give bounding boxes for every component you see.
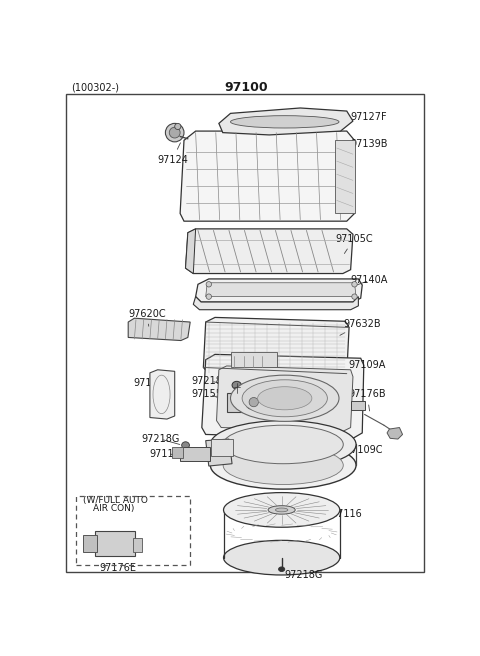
Bar	[227, 393, 269, 412]
Ellipse shape	[181, 441, 190, 449]
Text: 97632B: 97632B	[340, 319, 381, 335]
Polygon shape	[196, 279, 362, 302]
Ellipse shape	[166, 123, 184, 142]
Text: 97100: 97100	[224, 81, 268, 94]
Text: 97139B: 97139B	[340, 139, 388, 155]
Ellipse shape	[210, 441, 356, 489]
Text: 97176E: 97176E	[100, 563, 137, 573]
Bar	[83, 535, 97, 552]
Text: AIR CON): AIR CON)	[93, 504, 135, 513]
Text: (W/FULL AUTO: (W/FULL AUTO	[83, 496, 148, 505]
Polygon shape	[206, 439, 232, 466]
Text: 97218G: 97218G	[142, 434, 180, 445]
Ellipse shape	[230, 375, 339, 421]
Polygon shape	[204, 318, 349, 377]
Text: 97109A: 97109A	[343, 360, 385, 371]
Text: 97116: 97116	[324, 509, 362, 522]
Ellipse shape	[206, 294, 212, 299]
Text: 97127A: 97127A	[133, 378, 171, 394]
Text: 97176B: 97176B	[348, 390, 386, 411]
Ellipse shape	[276, 508, 288, 512]
Ellipse shape	[224, 541, 340, 575]
Ellipse shape	[268, 506, 295, 514]
Text: 97105C: 97105C	[335, 234, 373, 253]
Text: 97124: 97124	[157, 143, 188, 165]
Ellipse shape	[169, 127, 180, 138]
Text: 97109C: 97109C	[338, 445, 383, 455]
Text: 97155F: 97155F	[192, 390, 228, 401]
Bar	[265, 402, 275, 410]
Ellipse shape	[242, 380, 327, 417]
Ellipse shape	[175, 123, 181, 129]
Bar	[230, 352, 277, 367]
Polygon shape	[202, 354, 364, 438]
Ellipse shape	[223, 446, 343, 485]
Ellipse shape	[206, 281, 212, 287]
Ellipse shape	[224, 493, 340, 527]
Polygon shape	[180, 131, 355, 221]
Text: 97620C: 97620C	[128, 308, 166, 326]
Ellipse shape	[223, 425, 343, 464]
Text: (100302-): (100302-)	[72, 83, 120, 93]
Text: 97127F: 97127F	[338, 112, 387, 122]
Bar	[172, 447, 183, 458]
Polygon shape	[186, 229, 353, 274]
Ellipse shape	[232, 381, 241, 389]
Ellipse shape	[258, 387, 312, 410]
Polygon shape	[219, 108, 353, 135]
Polygon shape	[150, 370, 175, 419]
Ellipse shape	[278, 567, 285, 571]
Bar	[211, 439, 233, 456]
Text: 97113B: 97113B	[149, 449, 187, 459]
Ellipse shape	[230, 115, 339, 128]
Polygon shape	[128, 318, 190, 340]
Polygon shape	[335, 140, 355, 213]
Polygon shape	[193, 297, 359, 310]
Text: 97218G: 97218G	[282, 570, 323, 581]
Bar	[133, 539, 142, 552]
Bar	[180, 447, 210, 461]
Polygon shape	[387, 428, 403, 439]
Ellipse shape	[352, 281, 357, 287]
Polygon shape	[216, 366, 353, 432]
Bar	[95, 531, 135, 556]
Ellipse shape	[352, 294, 357, 299]
Text: 97218G: 97218G	[192, 377, 230, 386]
Ellipse shape	[210, 420, 356, 468]
Text: 97140A: 97140A	[350, 276, 388, 285]
Ellipse shape	[249, 398, 258, 407]
Bar	[350, 401, 365, 410]
Ellipse shape	[245, 394, 262, 410]
Polygon shape	[186, 229, 196, 274]
Polygon shape	[206, 283, 356, 297]
